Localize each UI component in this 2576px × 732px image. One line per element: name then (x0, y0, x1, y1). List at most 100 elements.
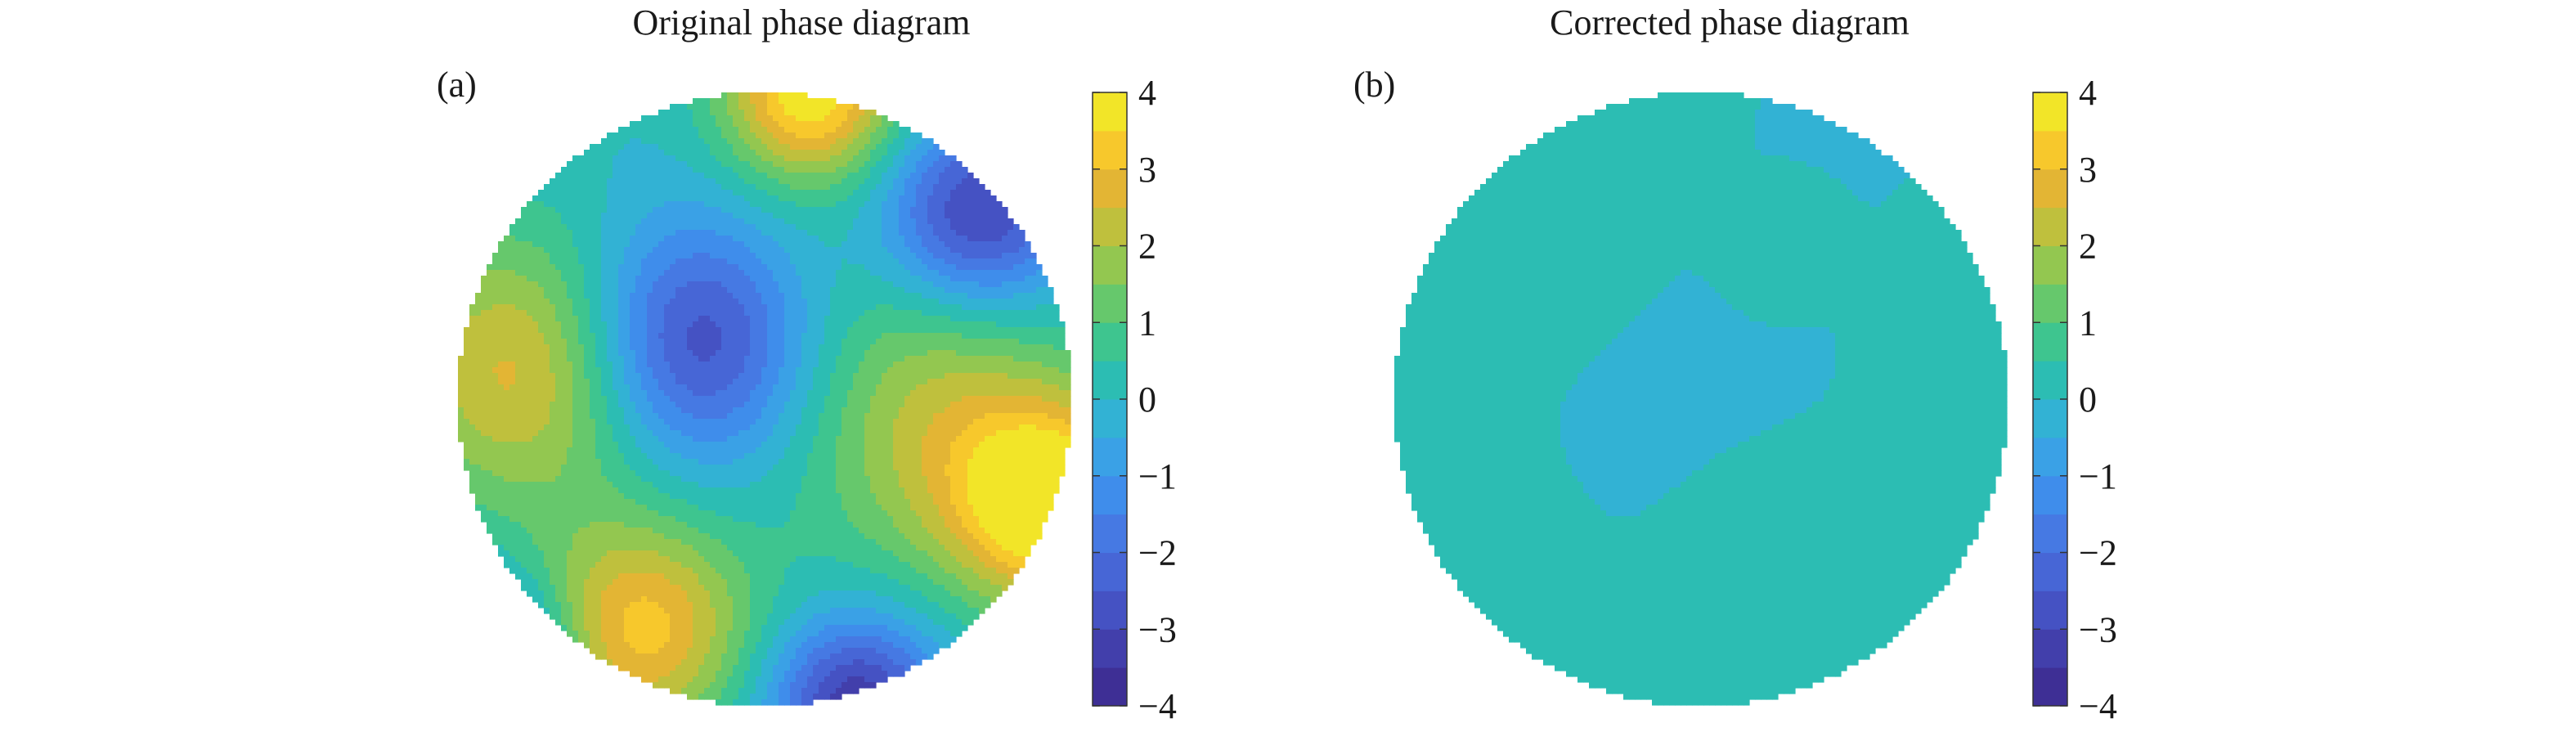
phase-map-cell (887, 362, 894, 368)
phase-map-cell (492, 304, 499, 311)
phase-map-cell (498, 327, 505, 334)
phase-map-cell (847, 150, 854, 156)
phase-map-cell (967, 327, 974, 334)
phase-map-cell (693, 121, 699, 128)
phase-map-cell (939, 402, 945, 408)
phase-map-cell (509, 247, 516, 254)
phase-map-cell (509, 424, 516, 431)
phase-map-cell (916, 253, 922, 259)
phase-map-cell (1036, 270, 1043, 276)
phase-map-cell (630, 144, 636, 150)
phase-map-cell (813, 264, 819, 271)
phase-map-cell (584, 396, 590, 402)
phase-map-cell (985, 247, 991, 254)
phase-map-cell (578, 293, 585, 299)
phase-map-cell (801, 144, 808, 150)
phase-map-cell (647, 207, 653, 213)
phase-map-cell (578, 339, 585, 345)
phase-map-cell (578, 316, 585, 322)
phase-map-cell (698, 344, 705, 351)
phase-map-cell (704, 184, 711, 191)
phase-map-cell (744, 339, 751, 345)
phase-map-cell (670, 310, 676, 317)
phase-map-cell (567, 373, 573, 379)
phase-map-cell (819, 167, 825, 173)
phase-map-cell (756, 407, 762, 414)
phase-map-cell (761, 127, 768, 133)
phase-map-cell (893, 207, 900, 213)
phase-map-cell (670, 287, 676, 294)
phase-map-cell (767, 264, 774, 271)
phase-map-cell (899, 281, 905, 288)
phase-map-cell (527, 230, 533, 236)
phase-map-cell (859, 390, 865, 397)
phase-map-cell (790, 195, 797, 202)
phase-map-cell (933, 419, 940, 425)
phase-map-cell (899, 310, 905, 317)
phase-map-cell (864, 299, 871, 305)
phase-map-cell (1059, 362, 1066, 368)
phase-map-cell (853, 407, 859, 414)
phase-map-cell (1025, 287, 1031, 294)
phase-map-cell (590, 419, 596, 425)
phase-map-cell (527, 316, 533, 322)
phase-map-cell (681, 407, 688, 414)
phase-map-cell (567, 270, 573, 276)
phase-map-cell (939, 213, 945, 219)
phase-map-cell (790, 241, 797, 248)
phase-map-cell (796, 138, 802, 145)
phase-map-cell (1008, 316, 1014, 322)
phase-map-cell (996, 367, 1003, 374)
phase-map-cell (847, 402, 854, 408)
phase-map-cell (572, 299, 579, 305)
phase-map-cell (904, 247, 911, 254)
phase-map-cell (492, 293, 499, 299)
phase-map-cell (1042, 276, 1048, 282)
phase-map-cell (721, 253, 728, 259)
phase-map-cell (922, 281, 928, 288)
phase-map-cell (893, 419, 900, 425)
phase-map-cell (710, 379, 716, 385)
phase-map-cell (756, 362, 762, 368)
phase-map-cell (779, 236, 785, 242)
phase-map-cell (624, 396, 631, 402)
phase-map-cell (509, 304, 516, 311)
phase-map-cell (613, 281, 619, 288)
phase-map-cell (601, 247, 608, 254)
phase-map-cell (572, 396, 579, 402)
phase-map-cell (864, 402, 871, 408)
phase-map-cell (532, 350, 539, 357)
phase-map-cell (727, 402, 734, 408)
phase-map-cell (716, 270, 722, 276)
phase-map-cell (887, 218, 894, 225)
phase-map-cell (704, 178, 711, 185)
phase-map-cell (945, 270, 951, 276)
phase-map-cell (515, 367, 522, 374)
phase-map-cell (824, 293, 831, 299)
phase-map-cell (744, 287, 751, 294)
phase-map-cell (836, 287, 842, 294)
phase-map-cell (899, 218, 905, 225)
phase-map-cell (572, 167, 579, 173)
phase-map-cell (864, 258, 871, 265)
phase-map-cell (653, 356, 659, 362)
phase-map-cell (704, 230, 711, 236)
phase-map-cell (767, 333, 774, 339)
phase-map-cell (859, 161, 865, 168)
phase-map-cell (979, 184, 985, 191)
phase-map-cell (973, 224, 980, 231)
phase-map-cell (824, 241, 831, 248)
phase-map-cell (887, 299, 894, 305)
phase-map-cell (824, 201, 831, 208)
phase-map-cell (658, 178, 665, 185)
phase-map-cell (761, 247, 768, 254)
phase-map-cell (807, 310, 814, 317)
phase-map-cell (733, 230, 739, 236)
phase-map-cell (916, 264, 922, 271)
phase-map-cell (469, 424, 476, 431)
phase-map-cell (561, 167, 568, 173)
phase-map-cell (595, 419, 602, 425)
phase-map-cell (767, 167, 774, 173)
phase-map-cell (910, 132, 917, 139)
phase-map-cell (904, 161, 911, 168)
